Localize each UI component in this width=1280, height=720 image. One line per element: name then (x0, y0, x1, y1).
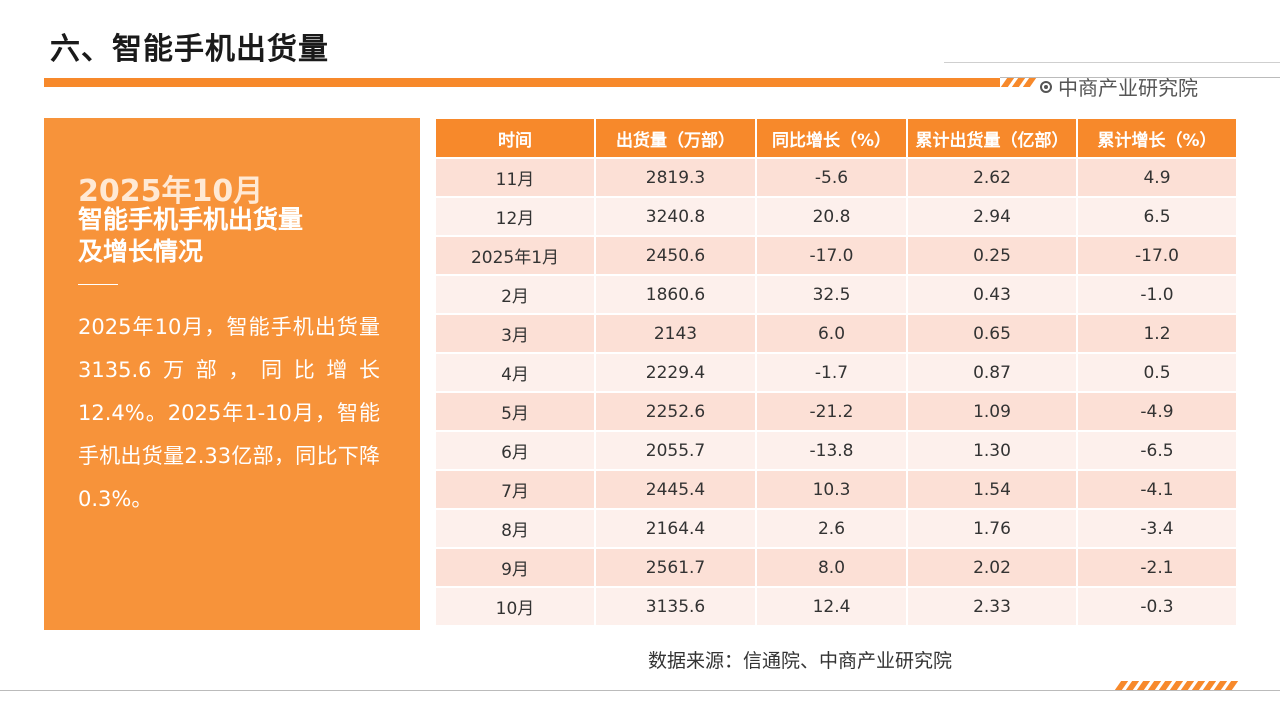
cell-shipments: 2055.7 (594, 430, 757, 471)
table-row: 6月 2055.7 -13.8 1.30 -6.5 (434, 430, 1238, 471)
page-title: 六、智能手机出货量 (50, 32, 329, 67)
cell-shipments: 2164.4 (594, 508, 757, 549)
cell-time: 8月 (434, 508, 596, 549)
table-row: 9月 2561.7 8.0 2.02 -2.1 (434, 547, 1238, 588)
cell-shipments: 3135.6 (594, 586, 757, 627)
cell-shipments: 2561.7 (594, 547, 757, 588)
cell-yoy-growth: 12.4 (755, 586, 908, 627)
cell-time: 9月 (434, 547, 596, 588)
cell-yoy-growth: 2.6 (755, 508, 908, 549)
cell-yoy-growth: 32.5 (755, 274, 908, 315)
table-row: 2月 1860.6 32.5 0.43 -1.0 (434, 274, 1238, 315)
brand-logo: 中商产业研究院 (1040, 72, 1198, 101)
table-row: 2025年1月 2450.6 -17.0 0.25 -17.0 (434, 235, 1238, 276)
panel-body-text: 2025年10月，智能手机出货量3135.6万部，同比增长12.4%。2025年… (78, 315, 380, 511)
cell-yoy-growth: -5.6 (755, 157, 908, 198)
cell-time: 7月 (434, 469, 596, 510)
cell-cumulative-shipments: 1.09 (906, 391, 1078, 432)
cell-cumulative-shipments: 2.33 (906, 586, 1078, 627)
header-cumulative-shipments: 累计出货量（亿部） (906, 117, 1078, 159)
cell-shipments: 3240.8 (594, 196, 757, 237)
header-time: 时间 (434, 117, 596, 159)
cell-cumulative-growth: 4.9 (1076, 157, 1238, 198)
cell-yoy-growth: 20.8 (755, 196, 908, 237)
cell-cumulative-shipments: 1.54 (906, 469, 1078, 510)
cell-shipments: 2252.6 (594, 391, 757, 432)
cell-time: 2月 (434, 274, 596, 315)
cell-cumulative-shipments: 1.76 (906, 508, 1078, 549)
cell-yoy-growth: 10.3 (755, 469, 908, 510)
cell-cumulative-growth: 6.5 (1076, 196, 1238, 237)
panel-date: 2025年10月 (78, 174, 264, 209)
cell-cumulative-growth: 1.2 (1076, 313, 1238, 354)
cell-cumulative-shipments: 0.43 (906, 274, 1078, 315)
panel-heading-line1: 智能手机手机出货量 (78, 205, 304, 234)
cell-cumulative-growth: -4.9 (1076, 391, 1238, 432)
cell-cumulative-growth: -3.4 (1076, 508, 1238, 549)
table-header-row: 时间 出货量（万部） 同比增长（%） 累计出货量（亿部） 累计增长（%） (434, 117, 1238, 159)
cell-shipments: 2445.4 (594, 469, 757, 510)
table-row: 7月 2445.4 10.3 1.54 -4.1 (434, 469, 1238, 510)
cell-cumulative-shipments: 2.62 (906, 157, 1078, 198)
footer-line (0, 690, 1280, 691)
data-source-note: 数据来源：信通院、中商产业研究院 (648, 650, 953, 672)
header-thin-line (1000, 77, 1280, 78)
table-row: 4月 2229.4 -1.7 0.87 0.5 (434, 352, 1238, 393)
cell-cumulative-growth: -2.1 (1076, 547, 1238, 588)
cell-time: 2025年1月 (434, 235, 596, 276)
cell-cumulative-growth: 0.5 (1076, 352, 1238, 393)
table-row: 12月 3240.8 20.8 2.94 6.5 (434, 196, 1238, 237)
cell-time: 3月 (434, 313, 596, 354)
cell-cumulative-growth: -0.3 (1076, 586, 1238, 627)
cell-time: 6月 (434, 430, 596, 471)
brand-name: 中商产业研究院 (1058, 76, 1198, 100)
summary-panel: 2025年10月 智能手机手机出货量 及增长情况 2025年10月，智能手机出货… (44, 118, 420, 630)
header-shipments: 出货量（万部） (594, 117, 757, 159)
cell-cumulative-shipments: 1.30 (906, 430, 1078, 471)
cell-cumulative-growth: -4.1 (1076, 469, 1238, 510)
table-row: 5月 2252.6 -21.2 1.09 -4.9 (434, 391, 1238, 432)
cell-yoy-growth: 8.0 (755, 547, 908, 588)
table-row: 8月 2164.4 2.6 1.76 -3.4 (434, 508, 1238, 549)
cell-yoy-growth: -21.2 (755, 391, 908, 432)
cell-cumulative-shipments: 0.65 (906, 313, 1078, 354)
cell-time: 5月 (434, 391, 596, 432)
circle-dot-icon (1040, 80, 1052, 93)
cell-cumulative-shipments: 2.02 (906, 547, 1078, 588)
header-stripes (1000, 78, 1037, 87)
cell-shipments: 2143 (594, 313, 757, 354)
header-accent-bar (44, 78, 1000, 87)
cell-time: 11月 (434, 157, 596, 198)
cell-time: 4月 (434, 352, 596, 393)
panel-heading-line2: 及增长情况 (78, 237, 204, 266)
cell-cumulative-growth: -1.0 (1076, 274, 1238, 315)
cell-yoy-growth: -17.0 (755, 235, 908, 276)
table-row: 3月 2143 6.0 0.65 1.2 (434, 313, 1238, 354)
cell-shipments: 2229.4 (594, 352, 757, 393)
cell-time: 10月 (434, 586, 596, 627)
cell-time: 12月 (434, 196, 596, 237)
header-divider-line (944, 62, 1280, 63)
header-yoy-growth: 同比增长（%） (755, 117, 908, 159)
cell-cumulative-shipments: 0.25 (906, 235, 1078, 276)
table-row: 11月 2819.3 -5.6 2.62 4.9 (434, 157, 1238, 198)
cell-cumulative-growth: -17.0 (1076, 235, 1238, 276)
cell-yoy-growth: -13.8 (755, 430, 908, 471)
cell-shipments: 2819.3 (594, 157, 757, 198)
panel-heading: 智能手机手机出货量 及增长情况 (78, 204, 378, 268)
cell-cumulative-shipments: 2.94 (906, 196, 1078, 237)
header-cumulative-growth: 累计增长（%） (1076, 117, 1238, 159)
footer-stripes (1114, 681, 1239, 690)
panel-divider (78, 284, 118, 285)
cell-yoy-growth: 6.0 (755, 313, 908, 354)
shipment-table: 时间 出货量（万部） 同比增长（%） 累计出货量（亿部） 累计增长（%） 11月… (434, 117, 1238, 627)
cell-cumulative-growth: -6.5 (1076, 430, 1238, 471)
cell-shipments: 2450.6 (594, 235, 757, 276)
cell-shipments: 1860.6 (594, 274, 757, 315)
table-row: 10月 3135.6 12.4 2.33 -0.3 (434, 586, 1238, 627)
cell-cumulative-shipments: 0.87 (906, 352, 1078, 393)
cell-yoy-growth: -1.7 (755, 352, 908, 393)
